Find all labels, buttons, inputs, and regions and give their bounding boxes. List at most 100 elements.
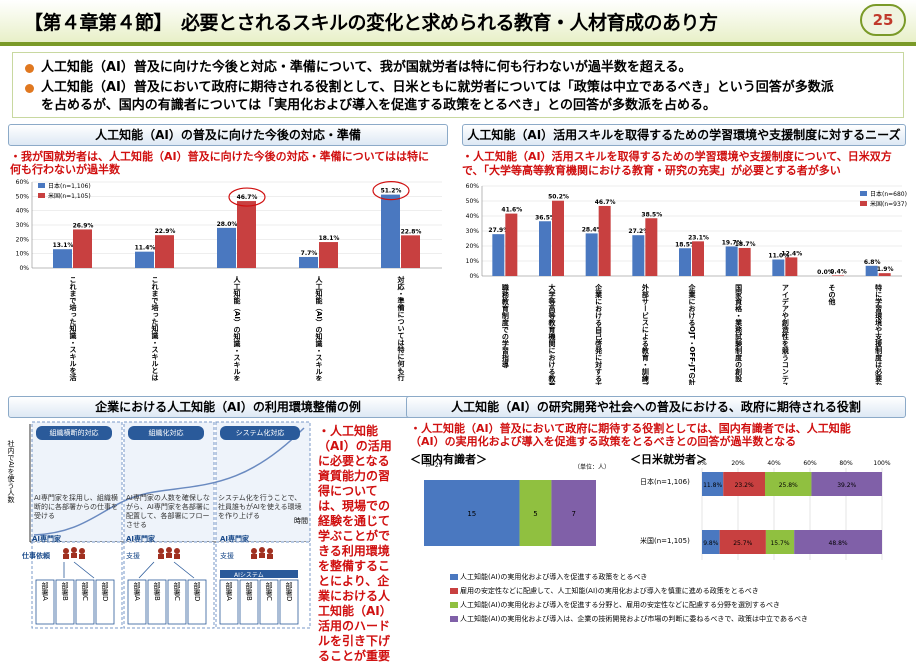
bar <box>738 247 751 276</box>
bar <box>645 218 658 276</box>
bar <box>135 251 154 268</box>
bar <box>155 235 174 268</box>
data-label: 0.4% <box>830 268 847 275</box>
y-tick-label: 10% <box>466 258 480 265</box>
panel-note-needs-2: で、「大学等高等教育機関における教育・研究の充実」が必要とする者が多い <box>462 164 841 177</box>
data-label: 11.4% <box>135 245 156 252</box>
x-tick-label: 100% <box>873 460 890 467</box>
dept-b-box <box>239 579 259 625</box>
legend-swatch <box>38 183 45 188</box>
data-label: 28.4% <box>582 226 603 233</box>
bar <box>299 256 318 268</box>
data-label: 5 <box>533 510 537 518</box>
category-label: 企業におけるOJT・OFF-JTの計画的な推進 <box>688 283 697 385</box>
category-label: 職務教育制度での学習指導 <box>501 283 510 369</box>
summary-line-2b: を占めるが、国内の有識者については「実用化および導入を促進する政策をとるべき」と… <box>41 98 716 113</box>
data-label: 19.7% <box>722 239 743 246</box>
legend-swatch <box>450 588 458 594</box>
panel-note-government-1: ・人工知能（AI）普及において政府に期待する役割としては、国内有識者では、人工知… <box>410 422 851 435</box>
data-label: 18.7% <box>735 241 756 248</box>
dept-c-box <box>167 579 187 625</box>
category-label: これまで培った知識・スキルを活かせる別の仕事・業務に、異動・転職して対応・準備す <box>69 276 78 381</box>
support-label: 支援 <box>220 552 234 560</box>
data-label: 22.8% <box>401 228 422 235</box>
y-tick-label: 40% <box>466 213 480 220</box>
work-request-label: 仕事依頼 <box>22 552 50 560</box>
summary-box: 人工知能（AI）普及に向けた今後と対応・準備について、我が国就労者は特に何も行わ… <box>12 52 904 118</box>
category-label: アイデアや創造性を競うコンテストの開催 <box>781 284 790 385</box>
stage-tab-2: 組織化対応 <box>128 426 204 440</box>
panel-heading-needs: 人工知能（AI）活用スキルを取得するための学習環境や支援制度に対するニーズ <box>462 124 906 146</box>
data-label: 23.2% <box>735 482 754 489</box>
data-label: 18.5% <box>675 241 696 248</box>
stacked-bar-segment <box>702 472 724 496</box>
panel-note-government-2: （AI）の実用化および導入を促進する政策をとるべきとの回答が過半数となる <box>410 435 797 448</box>
category-label: その他 <box>828 284 837 306</box>
legend-item: 人工知能(AI)の実用化および導入を促進する分野と、雇用の安定性などに配慮する分… <box>450 598 900 612</box>
dept-c-box <box>259 579 279 625</box>
y-tick-label: 40% <box>16 208 30 215</box>
panel-note-needs-1: ・人工知能（AI）活用スキルを取得するための学習環境や支援制度について、日米双方 <box>462 150 892 163</box>
data-label: 28.0% <box>217 221 238 228</box>
legend-item: 雇用の安定性などに配慮して、人工知能(AI)の実用化および導入を慎重に進める政策… <box>450 584 900 598</box>
stacked-bar-segment <box>424 480 520 546</box>
ai-system-label: AIシステム <box>234 572 264 579</box>
growth-curve <box>33 427 305 536</box>
data-label: 9.8% <box>703 540 719 547</box>
bar <box>832 275 844 276</box>
dept-d-box <box>187 579 207 625</box>
ai-expert-label: AI専門家 <box>32 535 62 543</box>
bar <box>598 205 611 276</box>
data-label: 11.8% <box>703 482 722 489</box>
jpus-chart-title: ＜日米就労者＞ <box>630 453 707 466</box>
chart-expert: 15057 <box>424 480 596 546</box>
dept-c-label: 部署C <box>81 582 89 601</box>
bar <box>217 227 236 268</box>
data-label: 15 <box>467 510 476 518</box>
dept-c-box <box>75 579 95 625</box>
bar <box>878 273 891 276</box>
category-label: 特に学習環境や支援制度は必要ない <box>874 283 883 385</box>
chart-needs: 0% 10% 20% 30% 40% 50% 60% 27.9% 41.6% 職務教育制度での学習… <box>466 183 907 385</box>
data-label: 25.8% <box>779 482 798 489</box>
stage-tab-3: システム化対応 <box>220 426 300 440</box>
data-label: 22.9% <box>155 228 176 235</box>
bar <box>585 233 598 276</box>
data-label: 7.7% <box>301 250 318 257</box>
y-tick-label: 50% <box>16 193 30 200</box>
dept-a-label: 部署A <box>41 582 49 601</box>
data-label: 50.2% <box>548 194 569 201</box>
y-tick-label: 30% <box>16 222 30 229</box>
panel-note-response: ・我が国就労者は、人工知能（AI）普及に向けた今後の対応・準備についてはは特に何… <box>10 150 430 176</box>
legend-label: 米国(n=1,105) <box>48 192 91 200</box>
category-label: 人工知能（AI）の知識・スキルを習得するなど、人工知能（AI）をつくる側に立って <box>315 275 324 381</box>
jp-row-label: 日本(n=1,106) <box>640 478 690 486</box>
bar <box>539 221 551 276</box>
data-label: 23.1% <box>688 234 709 241</box>
data-label: 13.1% <box>53 242 74 249</box>
bar <box>785 257 798 276</box>
stacked-bar-segment <box>811 472 882 496</box>
stacked-bar-segment <box>765 530 795 554</box>
expert-chart-title: ＜国内有識者＞ <box>410 453 487 466</box>
bullet-icon <box>25 84 34 93</box>
stacked-bar-segment <box>719 530 766 554</box>
bar <box>53 249 72 268</box>
dept-c-label: 部署C <box>173 582 181 601</box>
ai-system-bar <box>220 570 298 578</box>
dept-d-label: 部署D <box>193 582 201 602</box>
category-label: 対応・準備については特に何も行わない <box>397 275 406 381</box>
legend-swatch <box>450 602 458 608</box>
dept-d-box <box>279 579 299 625</box>
us-row-label: 米国(n=1,105) <box>640 537 690 545</box>
bar <box>381 194 400 268</box>
legend-label: 米国(n=937) <box>870 200 907 208</box>
y-tick-label: 0% <box>19 265 29 272</box>
dept-b-box <box>147 579 167 625</box>
bar <box>401 235 420 268</box>
bar <box>319 242 338 268</box>
category-label: 大学等高等教育機関における教育・研究の充実 <box>548 283 557 385</box>
page-title: 【第４章第４節】 必要とされるスキルの変化と求められる教育・人材育成のあり方 <box>24 12 718 34</box>
stacked-bar-segment <box>702 530 720 554</box>
ai-expert-group-icon <box>158 547 180 559</box>
